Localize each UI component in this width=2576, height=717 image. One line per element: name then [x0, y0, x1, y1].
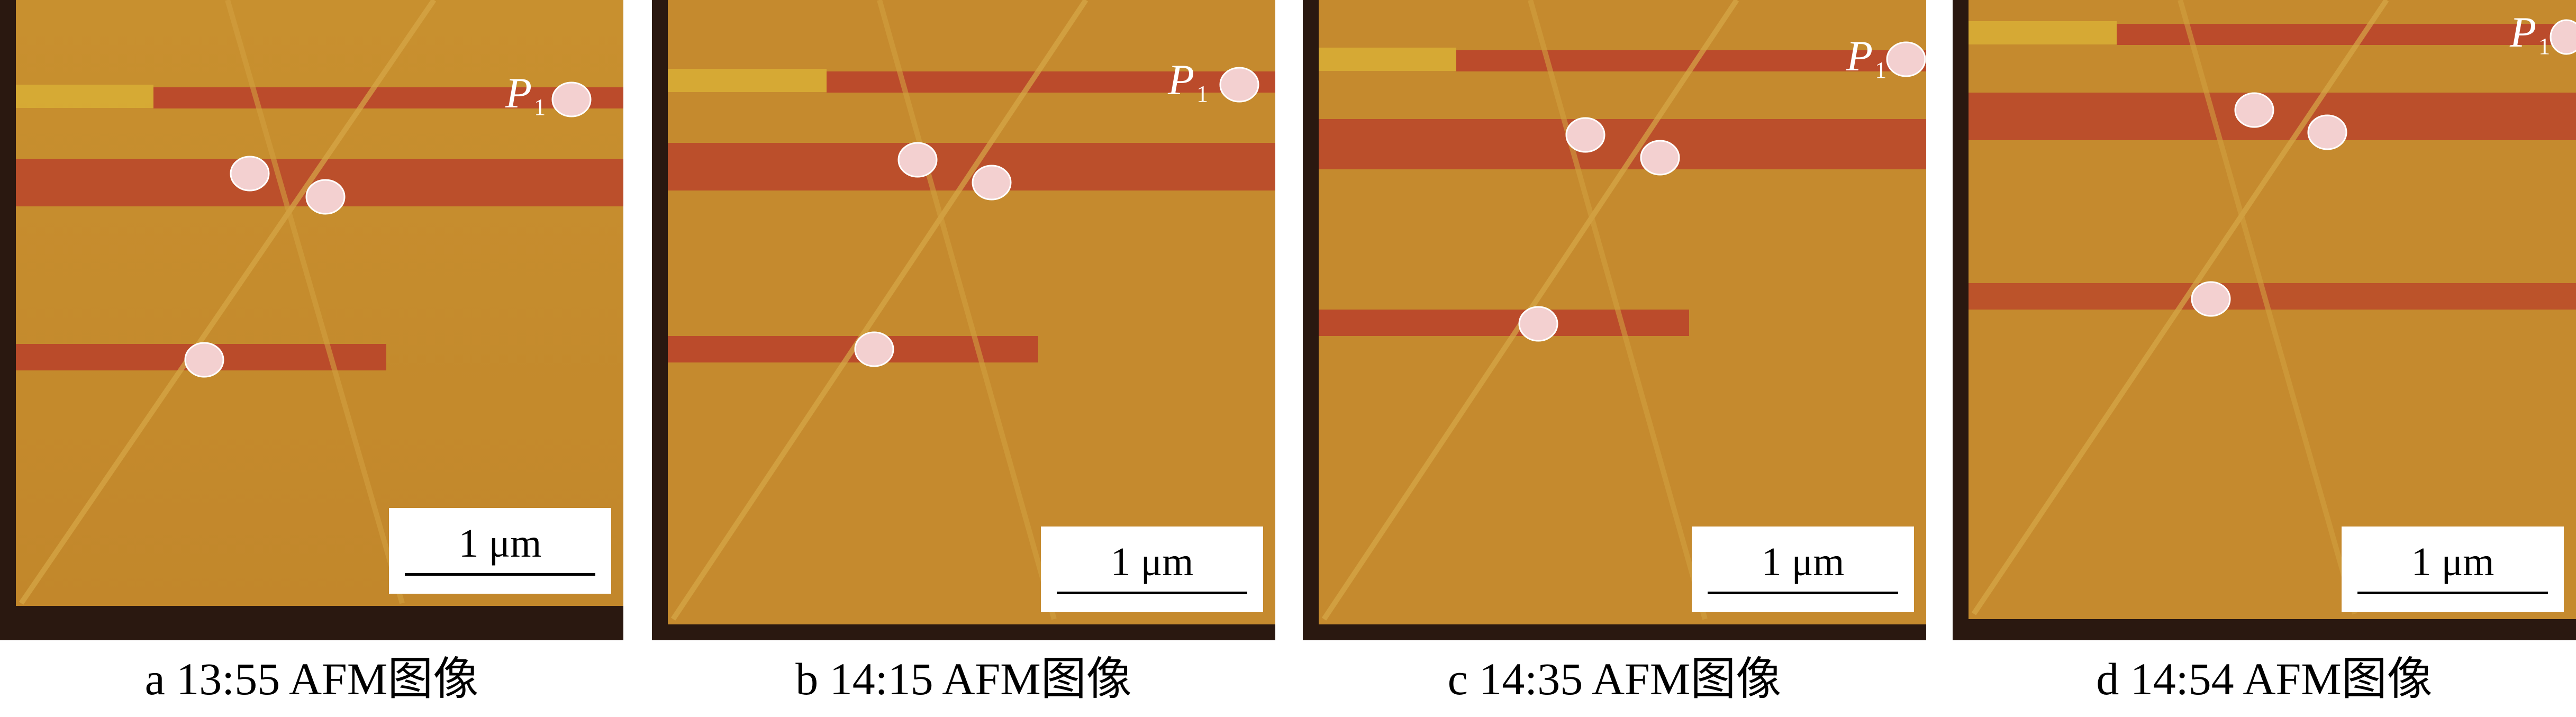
afm-panel-a: P1 1 μm — [0, 0, 623, 640]
particle-label: P1 — [2510, 11, 2550, 58]
scratch-line — [225, 0, 405, 604]
afm-panel-d: P1 1 μm — [1953, 0, 2576, 640]
scratch-line — [1528, 0, 1708, 620]
particle — [854, 331, 894, 367]
scratch-line — [670, 0, 1089, 621]
stripe — [1319, 310, 1689, 336]
afm-panel-b: P1 1 μm — [652, 0, 1275, 640]
afm-image-c — [1303, 0, 1926, 640]
scale-bar: 1 μm — [1041, 527, 1263, 612]
caption-d: d 14:54 AFM图像 — [2096, 654, 2433, 704]
bright-streak — [16, 85, 153, 108]
stripe — [1969, 283, 2576, 310]
caption-c: c 14:35 AFM图像 — [1447, 654, 1782, 704]
scratch-line — [1971, 0, 2389, 615]
scale-bar-line — [2357, 591, 2548, 594]
particle-p1 — [2550, 19, 2576, 55]
scale-bar-line — [1057, 591, 1247, 594]
particle-p1 — [1886, 41, 1926, 77]
afm-image-d — [1953, 0, 2576, 640]
particle-index: 1 — [1875, 57, 1887, 83]
particle-index: 1 — [1196, 81, 1209, 107]
scale-bar: 1 μm — [1692, 527, 1914, 612]
particle-p1 — [551, 81, 592, 117]
scale-bar: 1 μm — [2342, 527, 2564, 612]
bright-streak — [668, 69, 827, 92]
scale-bar-label: 1 μm — [2411, 539, 2495, 584]
caption-a: a 13:55 AFM图像 — [144, 654, 479, 704]
scratch-line — [19, 0, 437, 605]
particle — [972, 165, 1012, 201]
afm-image-a — [0, 0, 623, 640]
scale-bar-label: 1 μm — [1761, 539, 1845, 584]
stripe — [153, 87, 623, 108]
particle-label: P1 — [1846, 34, 1886, 82]
particle-index: 1 — [534, 94, 546, 120]
particle-p1 — [1219, 67, 1259, 103]
particle — [1640, 140, 1680, 176]
caption-b: b 14:15 AFM图像 — [795, 654, 1132, 704]
scale-bar-line — [405, 573, 595, 576]
scale-bar-line — [1708, 591, 1898, 594]
particle-label: P1 — [505, 71, 546, 119]
particle-label: P1 — [1168, 58, 1208, 106]
particle — [1518, 306, 1558, 342]
particle — [2307, 114, 2347, 150]
scratch-line — [877, 0, 1057, 620]
particle-letter: P — [1846, 32, 1873, 80]
scale-bar-label: 1 μm — [1110, 539, 1194, 584]
bright-streak — [1319, 48, 1456, 71]
particle-letter: P — [1168, 56, 1195, 104]
particle-letter: P — [505, 69, 532, 117]
particle — [184, 342, 224, 378]
particle-letter: P — [2510, 8, 2537, 56]
particle — [305, 179, 346, 215]
particle — [230, 156, 270, 192]
stripe — [1319, 119, 1926, 169]
bright-streak — [1969, 21, 2117, 44]
afm-panel-c: P1 1 μm — [1303, 0, 1926, 640]
scale-bar-label: 1 μm — [458, 521, 542, 566]
scale-bar: 1 μm — [389, 508, 611, 594]
particle — [1565, 117, 1606, 153]
particle — [2234, 92, 2274, 128]
particle — [2191, 281, 2231, 317]
particle — [897, 142, 938, 178]
scratch-line — [2178, 0, 2357, 615]
particle-index: 1 — [2538, 33, 2551, 59]
